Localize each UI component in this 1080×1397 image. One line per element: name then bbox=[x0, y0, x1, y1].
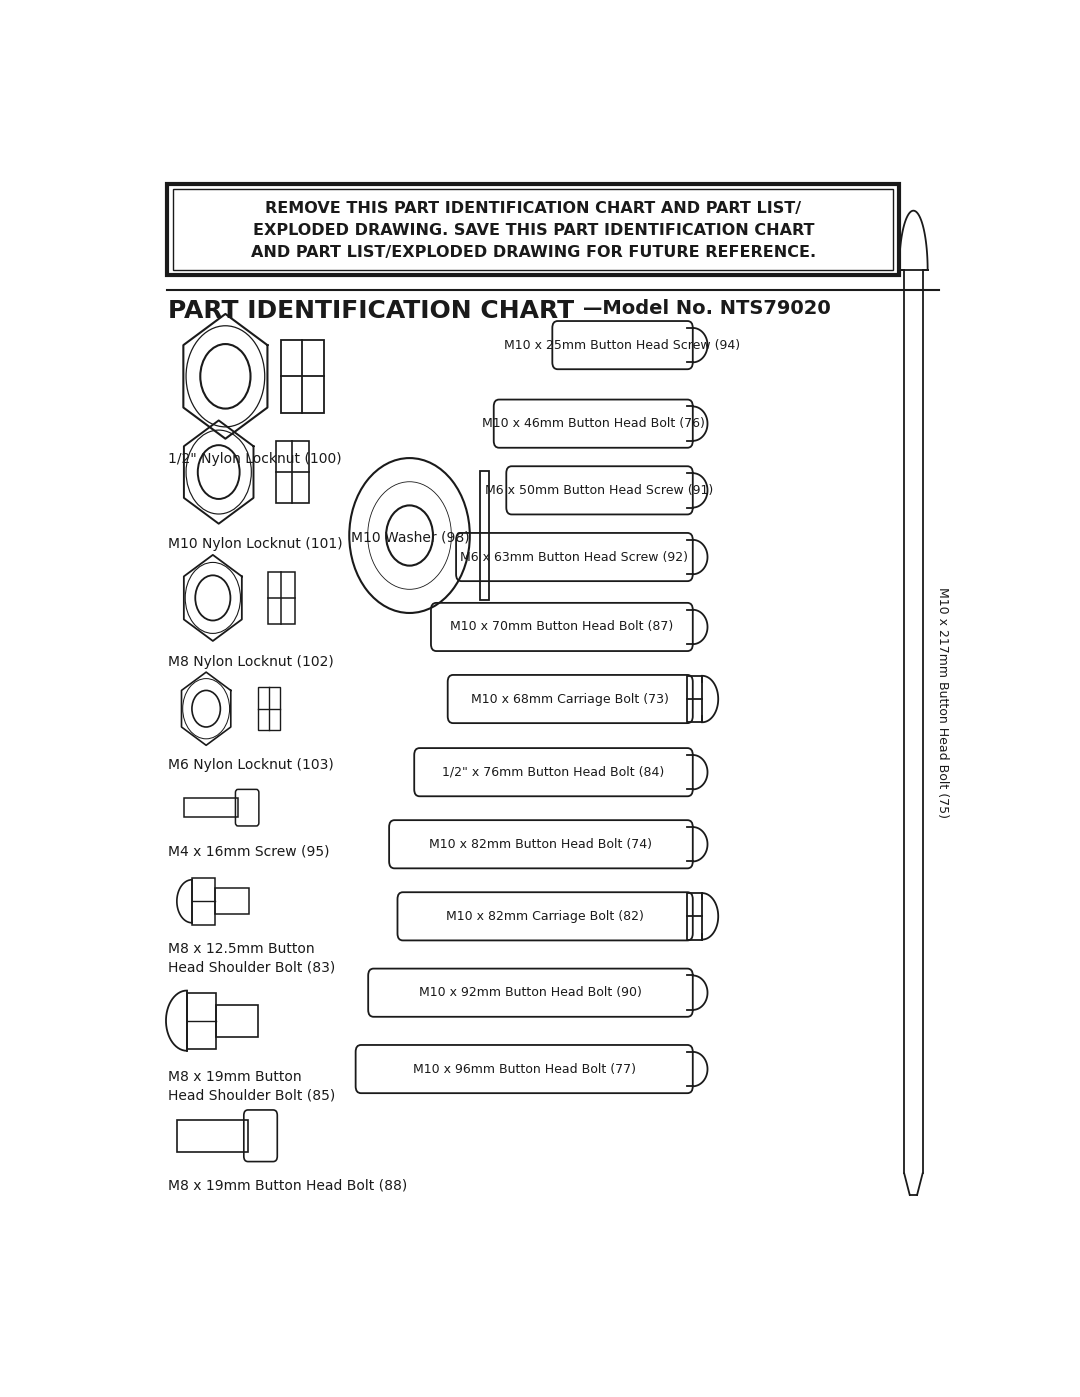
Text: 1/2" x 76mm Button Head Bolt (84): 1/2" x 76mm Button Head Bolt (84) bbox=[443, 766, 664, 778]
Text: REMOVE THIS PART IDENTIFICATION CHART AND PART LIST/
EXPLODED DRAWING. SAVE THIS: REMOVE THIS PART IDENTIFICATION CHART AN… bbox=[251, 201, 816, 260]
Text: M10 x 217mm Button Head Bolt (75): M10 x 217mm Button Head Bolt (75) bbox=[936, 587, 949, 819]
Bar bbox=[281, 339, 324, 414]
Text: M10 Nylon Locknut (101): M10 Nylon Locknut (101) bbox=[168, 536, 343, 550]
Bar bbox=[268, 573, 295, 623]
Text: M6 x 63mm Button Head Screw (92): M6 x 63mm Button Head Screw (92) bbox=[460, 550, 688, 563]
Bar bbox=[688, 893, 702, 940]
Bar bbox=[480, 471, 489, 601]
Text: M10 Washer (98): M10 Washer (98) bbox=[351, 529, 470, 545]
Bar bbox=[216, 1004, 258, 1037]
Text: M10 x 68mm Carriage Bolt (73): M10 x 68mm Carriage Bolt (73) bbox=[471, 693, 670, 705]
Bar bbox=[184, 798, 238, 817]
Text: M8 x 12.5mm Button
Head Shoulder Bolt (83): M8 x 12.5mm Button Head Shoulder Bolt (8… bbox=[168, 942, 336, 975]
Bar bbox=[688, 676, 702, 722]
Text: M10 x 96mm Button Head Bolt (77): M10 x 96mm Button Head Bolt (77) bbox=[413, 1063, 636, 1076]
Text: M10 x 46mm Button Head Bolt (76): M10 x 46mm Button Head Bolt (76) bbox=[482, 418, 704, 430]
Text: M10 x 82mm Button Head Bolt (74): M10 x 82mm Button Head Bolt (74) bbox=[430, 838, 652, 851]
Text: M8 x 19mm Button
Head Shoulder Bolt (85): M8 x 19mm Button Head Shoulder Bolt (85) bbox=[168, 1070, 336, 1102]
Text: M10 x 82mm Carriage Bolt (82): M10 x 82mm Carriage Bolt (82) bbox=[446, 909, 644, 923]
Bar bbox=[215, 888, 248, 914]
Text: M6 Nylon Locknut (103): M6 Nylon Locknut (103) bbox=[168, 759, 334, 773]
Text: M8 x 19mm Button Head Bolt (88): M8 x 19mm Button Head Bolt (88) bbox=[168, 1179, 408, 1193]
Bar bbox=[187, 993, 216, 1049]
Text: 1/2" Nylon Locknut (100): 1/2" Nylon Locknut (100) bbox=[168, 451, 342, 465]
Text: M10 x 70mm Button Head Bolt (87): M10 x 70mm Button Head Bolt (87) bbox=[450, 620, 674, 633]
Bar bbox=[177, 1119, 248, 1153]
Bar bbox=[258, 687, 280, 731]
Text: M10 x 92mm Button Head Bolt (90): M10 x 92mm Button Head Bolt (90) bbox=[419, 986, 642, 999]
Text: M4 x 16mm Screw (95): M4 x 16mm Screw (95) bbox=[168, 844, 330, 858]
Text: —Model No. NTS79020: —Model No. NTS79020 bbox=[583, 299, 831, 319]
Bar bbox=[192, 877, 215, 925]
Text: PART IDENTIFICATION CHART: PART IDENTIFICATION CHART bbox=[168, 299, 575, 323]
Text: M8 Nylon Locknut (102): M8 Nylon Locknut (102) bbox=[168, 655, 334, 669]
Text: M10 x 25mm Button Head Screw (94): M10 x 25mm Button Head Screw (94) bbox=[504, 338, 741, 352]
Bar bbox=[275, 441, 309, 503]
Text: M6 x 50mm Button Head Screw (91): M6 x 50mm Button Head Screw (91) bbox=[485, 483, 714, 497]
